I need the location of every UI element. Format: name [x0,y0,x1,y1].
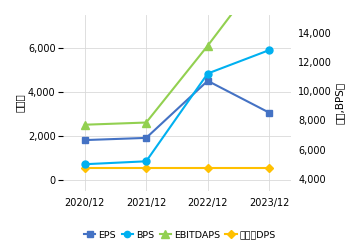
EPS [206,79,210,82]
보통주DPS [206,166,210,169]
Y-axis label: （원,BPS）: （원,BPS） [335,82,345,124]
Line: EPS: EPS [82,78,272,143]
EBITDAPS [82,123,87,126]
BPS [206,72,210,75]
Line: 보통주DPS: 보통주DPS [82,164,272,171]
보통주DPS [144,166,148,169]
EBITDAPS [206,44,210,47]
Legend: EPS, BPS, EBITDAPS, 보통주DPS: EPS, BPS, EBITDAPS, 보통주DPS [80,227,280,243]
EPS [82,139,87,142]
보통주DPS [82,166,87,169]
BPS [144,160,148,163]
보통주DPS [267,166,271,169]
EPS [267,111,271,114]
BPS [267,49,271,52]
BPS [82,163,87,166]
Line: BPS: BPS [81,47,273,168]
EPS [144,136,148,139]
Line: EBITDAPS: EBITDAPS [81,0,273,129]
EBITDAPS [144,121,148,124]
Y-axis label: （원）: （원） [15,93,25,112]
